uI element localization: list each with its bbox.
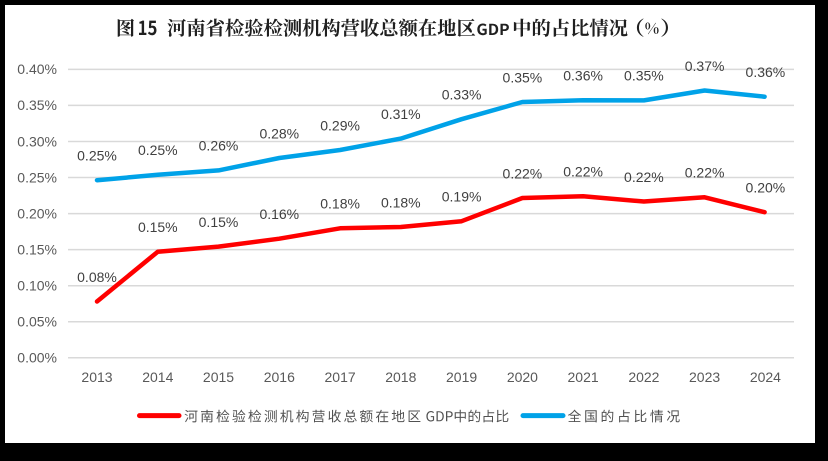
svg-text:0.25%: 0.25% — [138, 142, 178, 158]
svg-text:2016: 2016 — [264, 369, 295, 385]
svg-text:0.18%: 0.18% — [381, 194, 421, 210]
svg-text:0.37%: 0.37% — [685, 58, 725, 74]
svg-text:2014: 2014 — [142, 369, 173, 385]
svg-text:0.22%: 0.22% — [563, 164, 603, 180]
svg-text:0.35%: 0.35% — [17, 97, 57, 113]
svg-text:0.30%: 0.30% — [17, 133, 57, 149]
svg-text:0.36%: 0.36% — [563, 68, 603, 84]
svg-text:0.18%: 0.18% — [320, 196, 360, 212]
svg-text:0.20%: 0.20% — [17, 205, 57, 221]
svg-text:0.15%: 0.15% — [199, 214, 239, 230]
svg-text:0.33%: 0.33% — [442, 87, 482, 103]
svg-text:2024: 2024 — [750, 369, 781, 385]
svg-text:2017: 2017 — [325, 369, 356, 385]
svg-text:2013: 2013 — [81, 369, 112, 385]
svg-text:0.40%: 0.40% — [17, 61, 57, 77]
svg-text:0.00%: 0.00% — [17, 350, 57, 366]
svg-text:0.35%: 0.35% — [503, 69, 543, 85]
svg-text:2022: 2022 — [628, 369, 659, 385]
svg-text:0.26%: 0.26% — [199, 138, 239, 154]
svg-text:0.16%: 0.16% — [259, 206, 299, 222]
svg-text:0.15%: 0.15% — [138, 219, 178, 235]
svg-text:2018: 2018 — [385, 369, 416, 385]
svg-text:0.29%: 0.29% — [320, 117, 360, 133]
svg-text:0.35%: 0.35% — [624, 68, 664, 84]
svg-text:2019: 2019 — [446, 369, 477, 385]
svg-text:0.05%: 0.05% — [17, 314, 57, 330]
svg-text:2020: 2020 — [507, 369, 538, 385]
svg-text:0.22%: 0.22% — [685, 165, 725, 181]
svg-text:0.28%: 0.28% — [259, 125, 299, 141]
svg-text:0.36%: 0.36% — [746, 64, 786, 80]
svg-text:0.15%: 0.15% — [17, 241, 57, 257]
svg-text:0.25%: 0.25% — [17, 169, 57, 185]
svg-text:0.20%: 0.20% — [746, 180, 786, 196]
svg-text:0.25%: 0.25% — [77, 148, 117, 164]
svg-text:2021: 2021 — [568, 369, 599, 385]
svg-text:0.22%: 0.22% — [624, 169, 664, 185]
svg-text:0.10%: 0.10% — [17, 278, 57, 294]
svg-text:0.22%: 0.22% — [503, 165, 543, 181]
svg-text:0.31%: 0.31% — [381, 106, 421, 122]
svg-text:0.19%: 0.19% — [442, 189, 482, 205]
svg-text:0.08%: 0.08% — [77, 269, 117, 285]
svg-text:2023: 2023 — [689, 369, 720, 385]
svg-text:2015: 2015 — [203, 369, 234, 385]
